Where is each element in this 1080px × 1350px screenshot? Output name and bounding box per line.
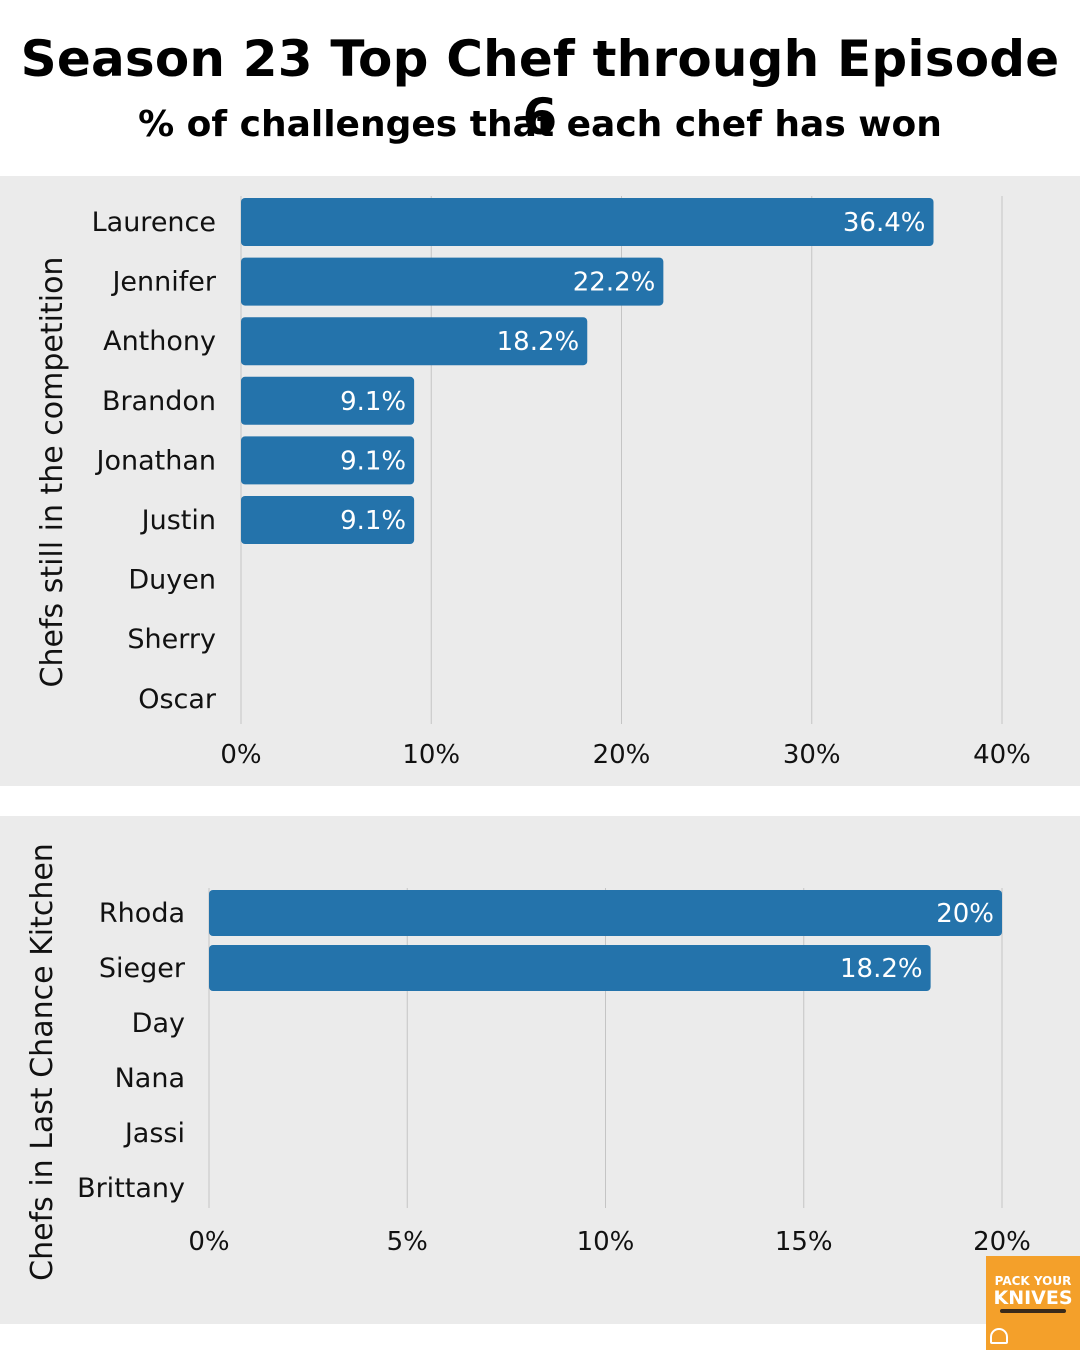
active-bar-laurence (241, 198, 934, 246)
logo-line-2: KNIVES (993, 1287, 1073, 1309)
chart-last-chance-kitchen: 0% 5% 10% 15% 20% 20% Rhoda 18.2% Sieger Day Nana J… (25, 843, 1031, 1281)
active-category-label: Sherry (127, 624, 216, 655)
active-x-tick-label: 0% (220, 740, 261, 770)
chef-hat-icon (990, 1328, 1008, 1344)
active-bar-jonathan (241, 436, 415, 485)
lck-y-axis-title: Chefs in Last Chance Kitchen (25, 843, 60, 1281)
active-bar-jennifer (241, 257, 664, 306)
active-x-tick-label: 40% (973, 740, 1031, 770)
lck-data-label: 20% (936, 899, 994, 929)
active-data-label: 36.4% (843, 208, 926, 238)
panel-last-chance-kitchen: 0% 5% 10% 15% 20% 20% Rhoda 18.2% Sieger Day Nana J… (0, 816, 1080, 1324)
pack-your-knives-logo: PACK YOUR KNIVES (986, 1256, 1080, 1350)
lck-category-label: Rhoda (99, 898, 185, 929)
lck-x-tick-label: 5% (387, 1227, 428, 1257)
active-bar-brandon (241, 376, 415, 425)
active-category-label: Anthony (103, 326, 216, 357)
active-x-tick-label: 30% (783, 740, 841, 770)
active-bar-justin (241, 496, 415, 544)
active-category-label: Justin (140, 505, 216, 536)
knife-icon (1000, 1309, 1066, 1313)
active-data-label: 22.2% (573, 268, 656, 298)
active-bar-anthony (241, 317, 588, 366)
chart-title: Season 23 Top Chef through Episode 6 (20, 30, 1060, 146)
lck-x-tick-label: 10% (577, 1227, 635, 1257)
lck-data-label: 18.2% (840, 954, 923, 984)
lck-category-label: Nana (115, 1063, 185, 1094)
active-data-label: 9.1% (340, 387, 406, 417)
lck-x-tick-label: 0% (188, 1227, 229, 1257)
active-category-label: Brandon (102, 386, 216, 417)
active-category-label: Oscar (138, 684, 217, 715)
active-data-label: 9.1% (340, 446, 406, 476)
lck-category-label: Day (132, 1008, 185, 1039)
logo-line-1: PACK YOUR (994, 1274, 1072, 1288)
active-y-axis-title: Chefs still in the competition (35, 257, 70, 688)
panel-active-chefs: 0% 10% 20% 30% 40% 36.4% Laurence 22.2% Jennifer… (0, 176, 1080, 786)
active-category-label: Jonathan (95, 445, 217, 476)
chart-subtitle: % of challenges that each chef has won (138, 104, 942, 145)
lck-x-tick-label: 20% (973, 1227, 1031, 1257)
active-data-label: 18.2% (497, 327, 580, 357)
lck-category-label: Sieger (99, 953, 186, 984)
lck-category-label: Jassi (123, 1118, 185, 1149)
lck-bar-rhoda (209, 890, 1002, 936)
active-category-label: Duyen (128, 565, 216, 596)
active-x-tick-label: 20% (593, 740, 651, 770)
active-x-tick-label: 10% (402, 740, 460, 770)
chart-active-chefs: 0% 10% 20% 30% 40% 36.4% Laurence 22.2% Jennifer… (35, 196, 1031, 770)
lck-category-label: Brittany (77, 1173, 185, 1204)
active-category-label: Laurence (92, 207, 216, 238)
lck-bar-sieger (209, 945, 931, 991)
lck-x-tick-label: 15% (775, 1227, 833, 1257)
active-data-label: 9.1% (340, 506, 406, 536)
active-category-label: Jennifer (110, 267, 216, 298)
